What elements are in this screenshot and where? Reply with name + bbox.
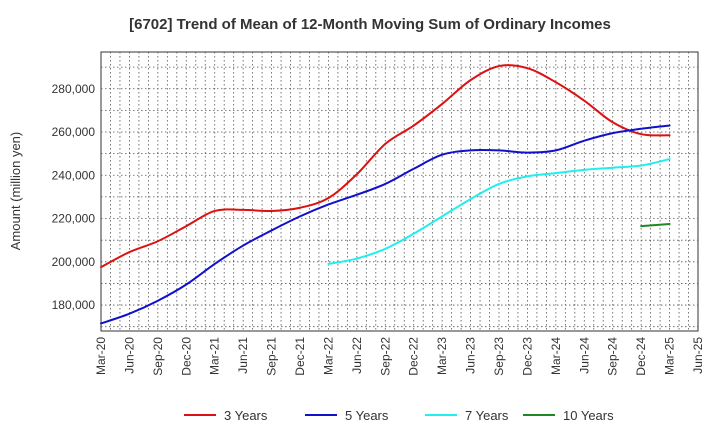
x-tick-label: Sep-24 [606, 337, 620, 376]
x-tick-label: Sep-23 [492, 337, 506, 376]
x-tick-label: Jun-22 [350, 337, 364, 374]
x-tick-label: Jun-24 [577, 337, 591, 374]
y-axis-label: Amount (million yen) [8, 132, 23, 251]
x-tick-label: Sep-22 [378, 337, 392, 376]
x-tick-label: Dec-24 [634, 337, 648, 376]
x-tick-labels: Mar-20 Jun-20 Sep-20 Dec-20 Mar-21 Jun-21 Sep-… [94, 337, 705, 376]
x-tick-label: Sep-20 [151, 337, 165, 376]
legend-label-7-years: 7 Years [465, 408, 509, 423]
series-line-3-years [100, 64, 671, 269]
x-tick-label: Jun-25 [691, 337, 705, 374]
x-tick-label: Jun-21 [236, 337, 250, 374]
y-tick-label: 240,000 [52, 168, 96, 182]
legend-label-3-years: 3 Years [224, 408, 268, 423]
x-tick-label: Dec-22 [407, 337, 421, 376]
series-line-7-years [327, 158, 671, 265]
x-tick-label: Dec-23 [520, 337, 534, 376]
x-tick-label: Mar-24 [549, 337, 563, 375]
y-tick-label: 200,000 [52, 255, 96, 269]
legend: 3 Years 5 Years 7 Years 10 Years [184, 408, 614, 423]
legend-label-10-years: 10 Years [563, 408, 614, 423]
x-tick-label: Mar-22 [321, 337, 335, 375]
plot-area [100, 51, 699, 332]
x-tick-label: Dec-20 [179, 337, 193, 376]
y-tick-label: 260,000 [52, 125, 96, 139]
x-tick-label: Mar-23 [435, 337, 449, 375]
series-lines [100, 64, 671, 325]
legend-label-5-years: 5 Years [345, 408, 389, 423]
x-tick-label: Mar-21 [208, 337, 222, 375]
x-tick-label: Mar-25 [663, 337, 677, 375]
x-tick-label: Sep-21 [265, 337, 279, 376]
chart-title: [6702] Trend of Mean of 12-Month Moving … [129, 16, 611, 33]
y-tick-label: 280,000 [52, 82, 96, 96]
series-line-10-years [640, 222, 671, 228]
x-tick-label: Mar-20 [94, 337, 108, 375]
x-tick-label: Jun-20 [122, 337, 136, 374]
y-tick-label: 220,000 [52, 212, 96, 226]
y-tick-labels: 180,000 200,000 220,000 240,000 260,000 280,0… [52, 82, 96, 312]
series-line-5-years [100, 124, 671, 325]
y-tick-label: 180,000 [52, 298, 96, 312]
x-tick-label: Dec-21 [293, 337, 307, 376]
x-tick-label: Jun-23 [464, 337, 478, 374]
grid-lines [101, 52, 698, 331]
